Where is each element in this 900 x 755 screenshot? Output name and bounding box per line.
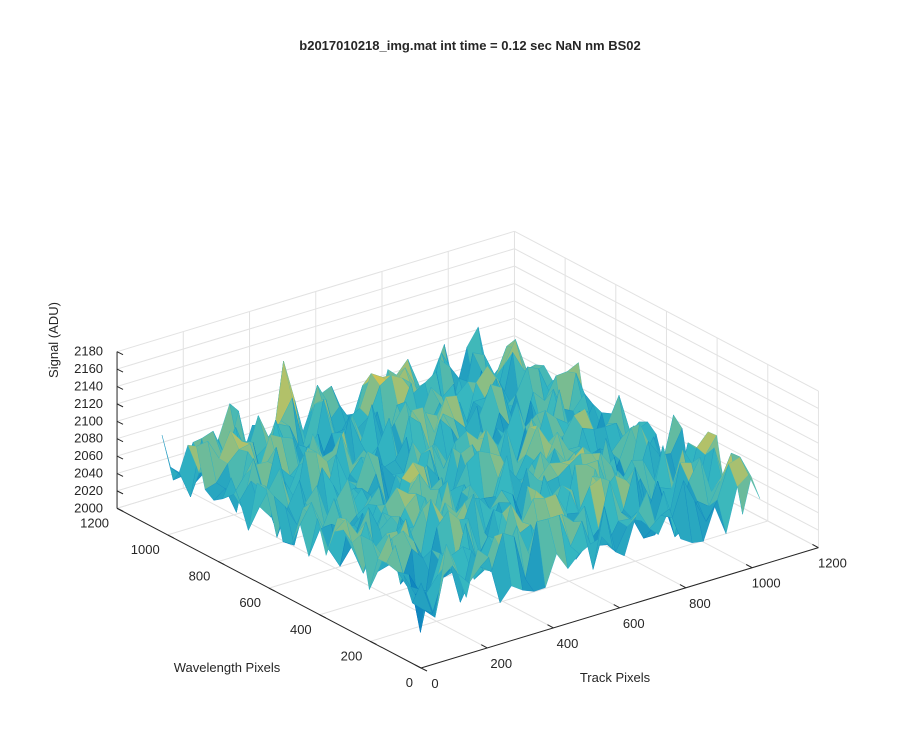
grid-line [514, 300, 819, 462]
y-tick [218, 561, 225, 565]
z-tick [116, 403, 124, 408]
y-tick-label: 400 [290, 622, 312, 637]
y-tick [167, 534, 174, 539]
chart-title: b2017010218_img.mat int time = 0.12 sec … [299, 38, 640, 53]
tick-labels: 0 200 400 600 800 1000 1200 0 200 400 600 800 1000 12… [74, 344, 847, 691]
x-axis-label: Track Pixels [580, 670, 651, 685]
z-tick [116, 507, 124, 512]
x-tick-label: 600 [623, 616, 645, 631]
y-tick-label: 600 [239, 595, 261, 610]
x-tick [414, 664, 422, 669]
x-tick-label: 400 [557, 636, 579, 651]
z-axis-label: Signal (ADU) [46, 302, 61, 378]
x-tick-label: 0 [431, 676, 438, 691]
z-tick [116, 386, 124, 390]
x-tick-label: 1000 [752, 576, 781, 591]
grid-line [116, 248, 515, 370]
z-tick-label: 2180 [74, 344, 103, 359]
x-tick [745, 564, 753, 569]
z-tick-label: 2120 [74, 396, 103, 411]
grid-line [514, 283, 819, 444]
z-tick [116, 490, 124, 495]
z-tick-label: 2000 [74, 500, 103, 515]
y-axis-label: Wavelength Pixels [174, 660, 281, 675]
x-tick [481, 644, 488, 649]
x-tick-label: 1200 [818, 556, 847, 571]
surface [161, 326, 761, 633]
grid-line [116, 230, 515, 353]
x-tick-label: 800 [689, 596, 711, 611]
z-tick-label: 2060 [74, 448, 103, 463]
z-tick-label: 2140 [74, 378, 103, 393]
z-tick [116, 368, 124, 373]
x-tick [679, 584, 687, 589]
y-tick [420, 667, 428, 672]
y-tick-label: 200 [341, 648, 363, 663]
x-tick [812, 543, 819, 549]
grid-line [514, 265, 819, 427]
y-tick-label: 800 [189, 569, 211, 584]
y-tick-label: 0 [406, 675, 413, 690]
surface-patch [739, 456, 761, 499]
x-tick [547, 624, 554, 629]
z-tick [116, 455, 124, 460]
z-tick-label: 2080 [74, 431, 103, 446]
y-tick [319, 614, 326, 619]
y-tick-label: 1200 [80, 515, 109, 530]
z-tick-label: 2160 [74, 361, 103, 376]
grid-line [116, 265, 515, 387]
grid-line [514, 317, 819, 479]
z-tick-label: 2040 [74, 465, 103, 480]
z-tick [116, 420, 124, 425]
y-tick [268, 587, 276, 592]
y-tick [370, 640, 377, 645]
grid-line [116, 317, 515, 440]
z-tick-label: 2020 [74, 483, 103, 498]
z-tick [116, 438, 124, 443]
x-tick-label: 200 [490, 656, 512, 671]
grid-line [116, 300, 515, 422]
x-tick [613, 604, 620, 609]
axes [116, 351, 819, 672]
z-tick [116, 351, 124, 356]
grid-line [514, 335, 819, 496]
grid-line [116, 283, 515, 405]
y-tick-label: 1000 [131, 542, 160, 557]
z-tick [116, 473, 124, 477]
grid-line [514, 248, 819, 409]
z-tick-label: 2100 [74, 413, 103, 428]
grid-line [514, 230, 819, 392]
